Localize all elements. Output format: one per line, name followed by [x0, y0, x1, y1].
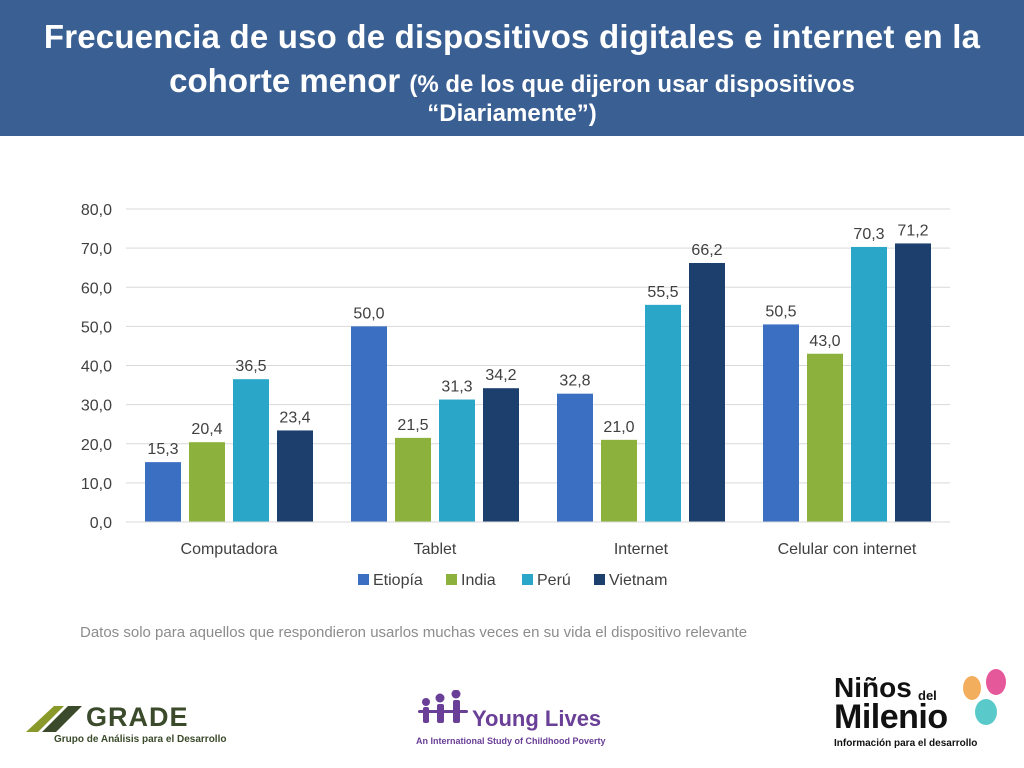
bar — [763, 324, 799, 522]
milenio-wordmark: Milenio — [834, 698, 948, 736]
bar — [689, 262, 725, 522]
ninos-subtitle: Información para el desarrollo — [834, 738, 978, 749]
bar — [601, 439, 637, 522]
data-label: 50,0 — [353, 305, 384, 322]
bar — [557, 393, 593, 522]
bar — [895, 243, 931, 522]
y-tick-label: 70,0 — [81, 241, 112, 258]
y-tick-label: 40,0 — [81, 359, 112, 376]
grade-logo: GRADE Grupo de Análisis para el Desarrol… — [24, 700, 226, 750]
legend-swatch — [522, 574, 533, 585]
data-label: 32,8 — [559, 373, 590, 390]
legend-label: Vietnam — [609, 572, 667, 589]
data-label: 71,2 — [897, 222, 928, 239]
data-label: 21,0 — [603, 419, 634, 436]
data-label: 70,3 — [853, 226, 884, 243]
data-label: 66,2 — [691, 242, 722, 259]
young-lives-wordmark: Young Lives — [472, 706, 602, 731]
bar — [189, 442, 225, 522]
chart-title-line1: Frecuencia de uso de dispositivos digita… — [43, 18, 981, 55]
data-label: 50,5 — [765, 303, 796, 320]
bar-chart: 0,0 10,0 20,0 30,0 40,0 50,0 60,0 70,0 80,0 15,3 2… — [81, 202, 950, 589]
data-label: 31,3 — [441, 379, 472, 396]
chart-title-main: cohorte menor — [169, 62, 401, 99]
data-label: 36,5 — [235, 358, 266, 375]
legend-label: India — [461, 572, 496, 589]
bar — [439, 399, 475, 522]
y-tick-label: 0,0 — [90, 515, 112, 532]
chart-title-sub: (% de los que dijeron usar dispositivos — [409, 71, 855, 98]
bar — [483, 388, 519, 522]
young-lives-figures-icon — [418, 690, 468, 723]
x-tick-label: Celular con internet — [778, 541, 917, 558]
bar — [395, 437, 431, 522]
data-label: 15,3 — [147, 441, 178, 458]
fingerprint-icon — [963, 669, 1006, 725]
y-tick-label: 50,0 — [81, 319, 112, 336]
ninos-wordmark: Niños — [834, 672, 912, 703]
grade-subtitle: Grupo de Análisis para el Desarrollo — [54, 734, 227, 745]
chart-title-line3: “Diariamente”) — [427, 100, 597, 127]
legend-label: Perú — [537, 572, 571, 589]
legend-swatch — [594, 574, 605, 585]
y-tick-label: 80,0 — [81, 202, 112, 219]
y-tick-label: 30,0 — [81, 398, 112, 415]
young-lives-logo: Young Lives An International Study of Ch… — [414, 688, 614, 752]
bar — [851, 246, 887, 523]
y-tick-label: 60,0 — [81, 280, 112, 297]
title-banner: Frecuencia de uso de dispositivos digita… — [0, 0, 1024, 136]
x-tick-label: Internet — [614, 541, 669, 558]
legend-swatch — [358, 574, 369, 585]
footnote: Datos solo para aquellos que respondiero… — [80, 624, 748, 641]
bar — [807, 353, 843, 522]
y-tick-label: 20,0 — [81, 437, 112, 454]
bar — [233, 379, 269, 522]
bar — [351, 326, 387, 522]
chart-title-line2: cohorte menor (% de los que dijeron usar… — [0, 62, 1024, 100]
x-tick-label: Tablet — [414, 541, 457, 558]
bar — [645, 304, 681, 522]
legend-label: Etiopía — [373, 572, 423, 589]
grade-mark-icon — [26, 706, 82, 732]
data-label: 23,4 — [279, 409, 310, 426]
y-tick-label: 10,0 — [81, 476, 112, 493]
data-label: 34,2 — [485, 367, 516, 384]
legend-swatch — [446, 574, 457, 585]
ninos-del-milenio-logo: Niños del Milenio Información para el de… — [830, 664, 1016, 760]
data-label: 55,5 — [647, 284, 678, 301]
x-tick-label: Computadora — [181, 541, 278, 558]
young-lives-subtitle: An International Study of Childhood Pove… — [416, 736, 606, 746]
bar — [277, 430, 313, 522]
data-label: 43,0 — [809, 333, 840, 350]
grade-wordmark: GRADE — [86, 702, 189, 732]
data-label: 20,4 — [191, 421, 222, 438]
data-label: 21,5 — [397, 417, 428, 434]
del-wordmark: del — [918, 688, 937, 703]
bar — [145, 462, 181, 522]
